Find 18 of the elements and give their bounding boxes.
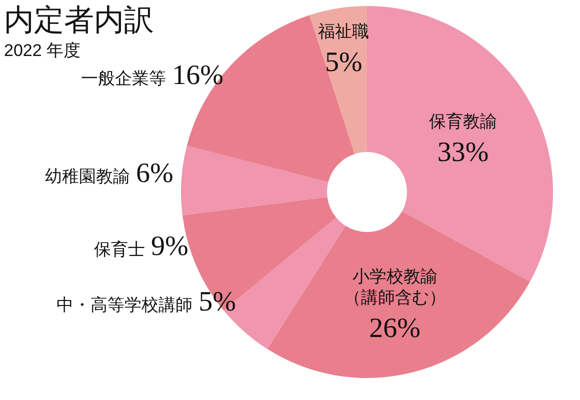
slice-label: 幼稚園教諭: [45, 167, 130, 186]
slice-label: 小学校教諭（講師含む）: [344, 267, 446, 308]
slice-label: 保育教諭: [429, 112, 498, 132]
donut-slice: [267, 211, 530, 378]
text: 2022 年度: [4, 41, 81, 60]
slice-label: 福祉職: [318, 22, 370, 42]
data-label: 26%: [369, 313, 420, 344]
data-label: 5%: [325, 47, 362, 78]
data-label: 9%: [150, 230, 188, 262]
slice-label: 保育士: [94, 240, 145, 259]
donut-slice: [181, 146, 328, 216]
chart-title: 内定者内訳: [4, 4, 154, 37]
slice-label: 一般企業等: [81, 68, 166, 88]
data-label: 16%: [172, 60, 224, 91]
slice-label: 中・高等学校講師: [56, 296, 193, 315]
data-label: 5%: [198, 286, 236, 318]
data-label: 6%: [136, 158, 174, 190]
data-label: 33%: [437, 137, 489, 168]
